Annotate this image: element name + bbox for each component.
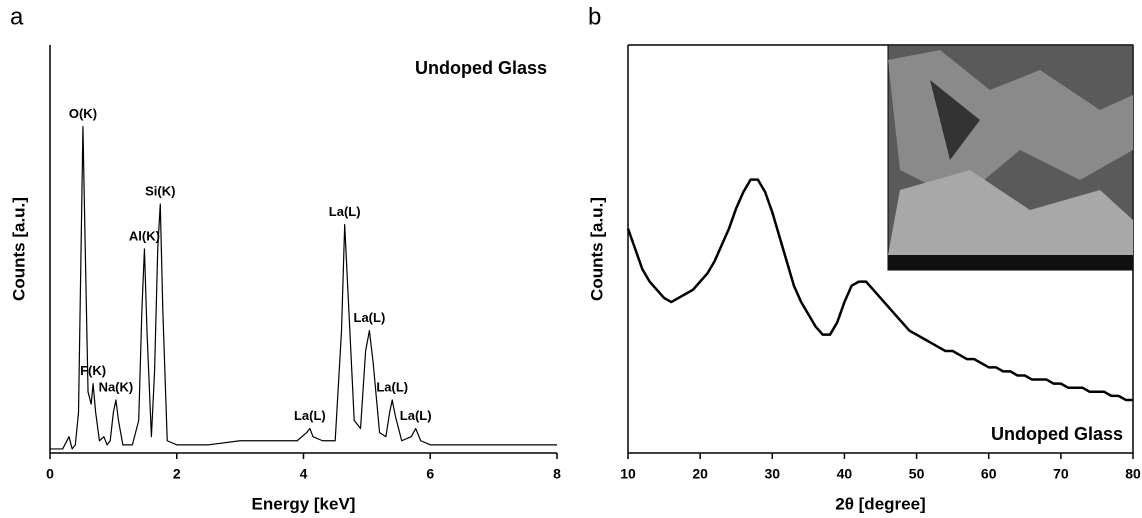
panel-label: b [588, 3, 601, 30]
peak-label: Na(K) [99, 379, 134, 394]
peak-label: La(L) [329, 204, 361, 219]
x-tick-label: 30 [764, 466, 780, 482]
peak-label: Al(K) [129, 228, 160, 243]
x-tick-label: 0 [46, 466, 54, 482]
x-tick-label: 8 [553, 466, 561, 482]
x-tick-label: 40 [837, 466, 853, 482]
x-tick-label: 60 [981, 466, 997, 482]
y-axis-label: Counts [a.u.] [9, 197, 28, 301]
x-tick-label: 80 [1125, 466, 1141, 482]
chart-title: Undoped Glass [415, 58, 547, 78]
spectrum-line [50, 126, 557, 450]
x-tick-label: 70 [1053, 466, 1069, 482]
peak-label: La(L) [354, 310, 386, 325]
peak-label: La(L) [400, 408, 432, 423]
peak-label: O(K) [69, 106, 97, 121]
x-axis-label: Energy [keV] [252, 494, 356, 513]
peak-label: F(K) [80, 363, 106, 378]
y-axis-label: Counts [a.u.] [587, 197, 606, 301]
panel-label: a [10, 3, 24, 30]
peak-label: Si(K) [145, 184, 175, 199]
x-tick-label: 2 [173, 466, 181, 482]
x-tick-label: 50 [909, 466, 925, 482]
x-tick-label: 10 [620, 466, 636, 482]
spectrum-line [626, 178, 1133, 402]
peak-label: La(L) [376, 379, 408, 394]
chart-title: Undoped Glass [991, 424, 1123, 444]
x-axis-label: 2θ [degree] [835, 494, 925, 513]
sem-inset [887, 44, 1134, 271]
x-tick-label: 4 [300, 466, 308, 482]
peak-label: La(L) [294, 408, 326, 423]
x-tick-label: 20 [692, 466, 708, 482]
x-tick-label: 6 [426, 466, 434, 482]
